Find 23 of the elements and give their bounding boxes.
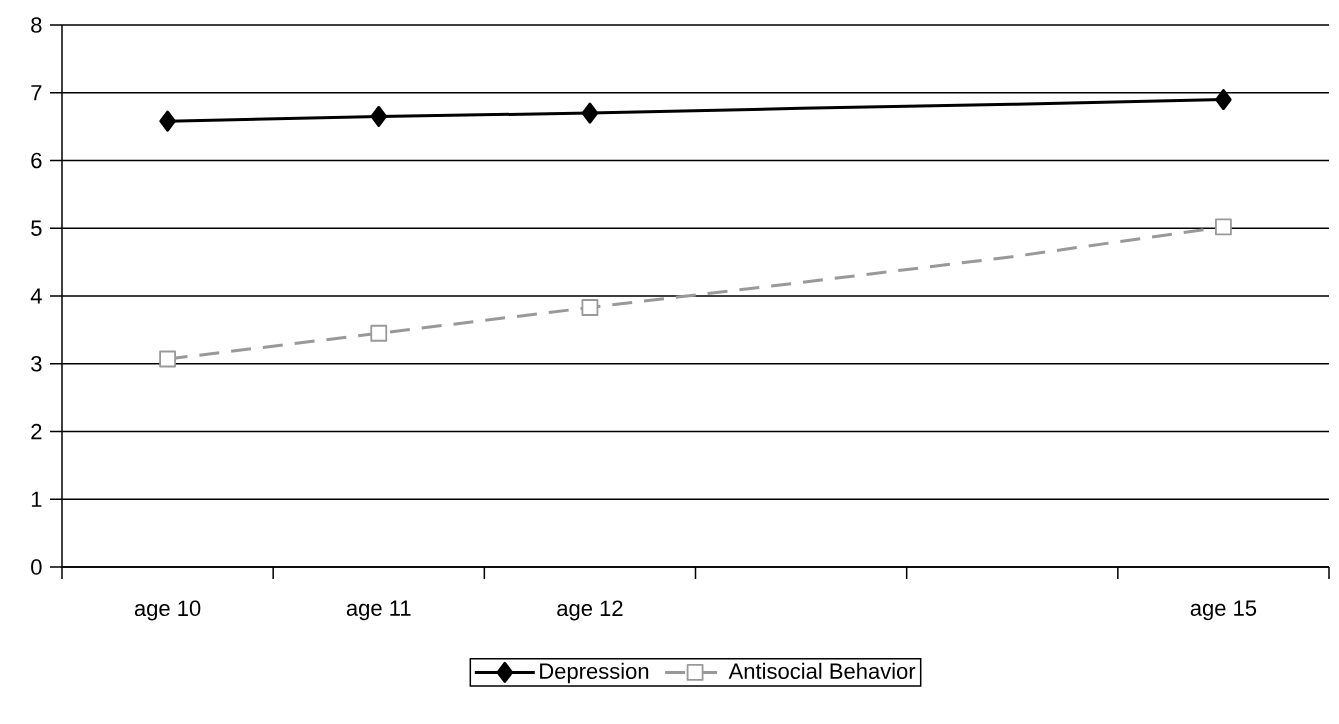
y-tick-label: 1 [31, 491, 42, 507]
y-tick-label: 2 [31, 423, 42, 440]
y-tick-label: 0 [31, 559, 42, 575]
x-tick-label: age 15 [1190, 600, 1257, 621]
y-tick-label: 8 [31, 17, 42, 33]
legend-label: Antisocial Behavior [728, 662, 916, 679]
point [1215, 89, 1232, 111]
legend-label: Depression [540, 662, 649, 684]
point [370, 105, 387, 127]
y-tick-label: 6 [31, 152, 42, 169]
point [581, 102, 599, 124]
x-tick-label: age 10 [134, 600, 201, 621]
x-tick-label: age 11 [346, 600, 411, 621]
y-tick-label: 5 [31, 220, 42, 236]
y-tick-label: 7 [31, 85, 42, 101]
point [370, 324, 388, 342]
point [159, 110, 176, 132]
y-tick-label: 4 [30, 288, 42, 304]
x-tick-label: age 12 [557, 600, 623, 621]
point [1215, 218, 1232, 236]
y-tick-label: 3 [31, 355, 42, 372]
point [159, 350, 176, 368]
point [581, 299, 599, 316]
